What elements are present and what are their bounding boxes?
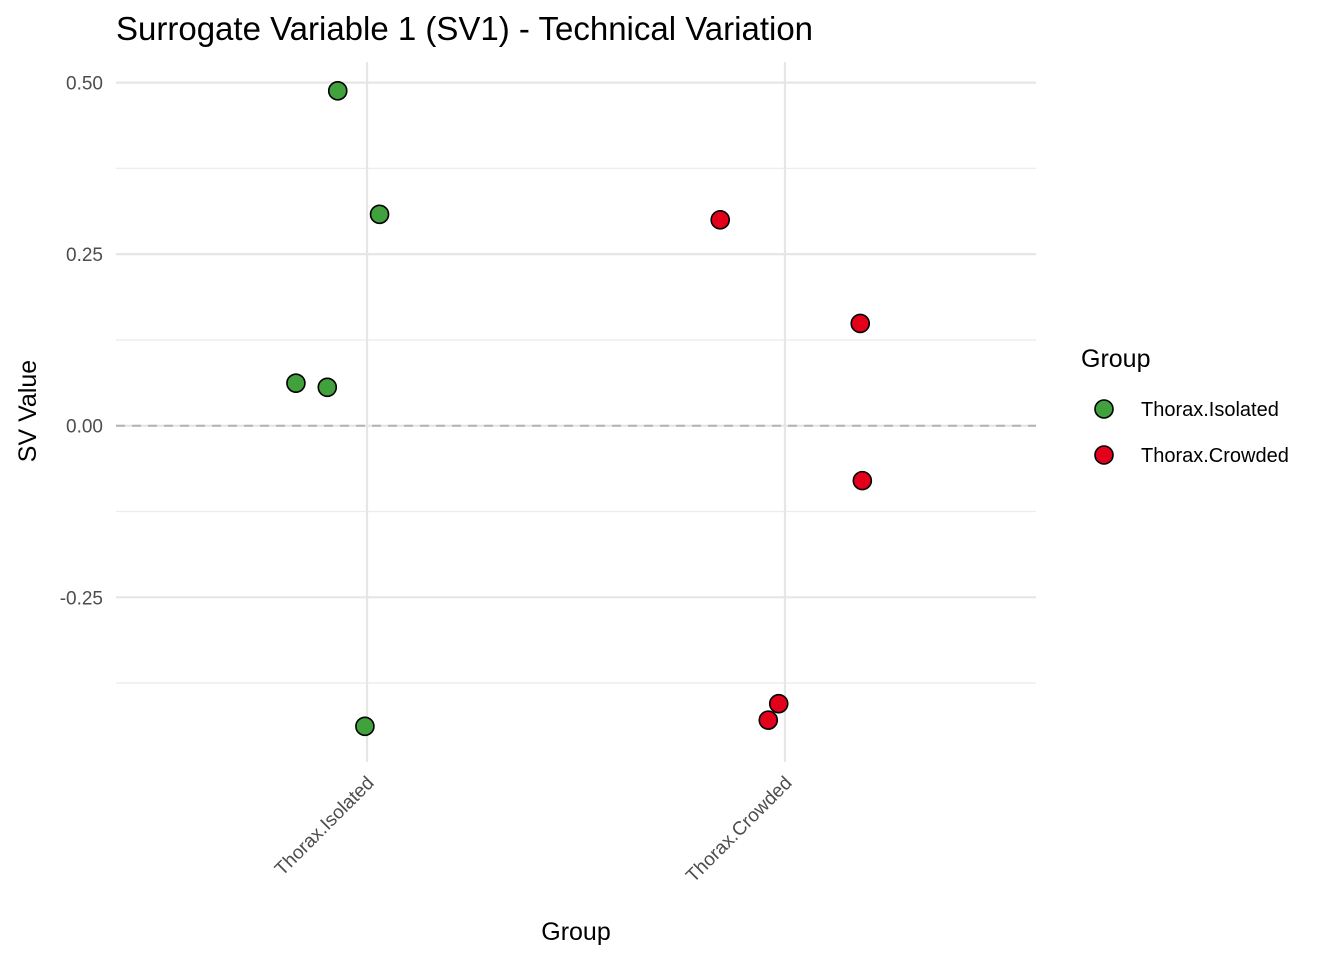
legend-title: Group bbox=[1081, 345, 1150, 373]
y-tick-label: 0.25 bbox=[66, 245, 103, 266]
data-point bbox=[768, 693, 789, 714]
legend-label: Thorax.Isolated bbox=[1141, 399, 1279, 421]
data-point bbox=[852, 470, 873, 491]
data-point bbox=[850, 313, 871, 334]
legend-label: Thorax.Crowded bbox=[1141, 445, 1289, 467]
y-tick-label: 0.50 bbox=[66, 74, 103, 95]
data-points bbox=[286, 81, 873, 737]
legend: Group Thorax.Isolated Thorax.Crowded bbox=[1081, 345, 1289, 467]
data-point bbox=[355, 716, 375, 737]
x-axis-ticks: Thorax.Isolated Thorax.Crowded bbox=[271, 773, 796, 887]
data-point bbox=[758, 710, 779, 730]
x-axis-title: Group bbox=[541, 918, 610, 946]
data-point bbox=[710, 210, 731, 230]
y-axis-title: SV Value bbox=[14, 360, 42, 462]
data-point bbox=[317, 377, 338, 398]
legend-key bbox=[1094, 445, 1114, 465]
data-point bbox=[369, 204, 390, 225]
data-point bbox=[286, 373, 306, 393]
y-tick-label: 0.00 bbox=[66, 417, 103, 438]
y-tick-label: -0.25 bbox=[60, 588, 103, 609]
x-tick-label: Thorax.Crowded bbox=[682, 773, 796, 887]
plot-grid bbox=[116, 62, 1036, 762]
legend-key bbox=[1094, 399, 1114, 419]
x-tick-label: Thorax.Isolated bbox=[271, 773, 378, 880]
y-axis-ticks: 0.50 0.25 0.00 -0.25 bbox=[60, 74, 103, 610]
data-point bbox=[327, 81, 348, 101]
chart-title: Surrogate Variable 1 (SV1) - Technical V… bbox=[116, 10, 813, 47]
